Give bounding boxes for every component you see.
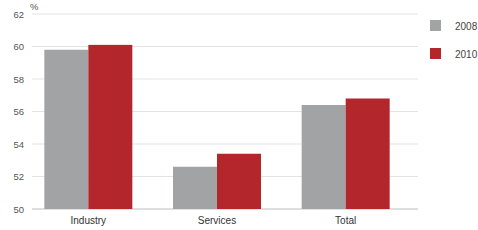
category-label: Total bbox=[335, 215, 356, 226]
legend-swatch bbox=[430, 48, 441, 59]
bar bbox=[346, 99, 390, 210]
bar bbox=[217, 154, 261, 209]
axis-label: % bbox=[30, 1, 39, 12]
bars bbox=[44, 45, 389, 209]
legend-label: 2010 bbox=[455, 49, 478, 60]
bar bbox=[88, 45, 132, 209]
bar bbox=[302, 105, 346, 209]
legend-swatch bbox=[430, 20, 441, 31]
tick-label: 54 bbox=[13, 139, 24, 150]
grid-line bbox=[32, 14, 418, 15]
tick-label: 62 bbox=[13, 9, 24, 20]
tick-label: 60 bbox=[13, 41, 24, 52]
tick-label: 50 bbox=[13, 204, 24, 215]
tick-label: 56 bbox=[13, 106, 24, 117]
tick-label: 52 bbox=[13, 171, 24, 182]
tick-label: 58 bbox=[13, 74, 24, 85]
bar bbox=[44, 50, 88, 209]
category-label: Industry bbox=[71, 215, 107, 226]
legend-label: 2008 bbox=[455, 21, 478, 32]
chart: 50 52 54 56 58 60 62% Industry Services Total 2008… bbox=[0, 0, 478, 230]
category-label: Services bbox=[198, 215, 236, 226]
bar bbox=[173, 167, 217, 209]
